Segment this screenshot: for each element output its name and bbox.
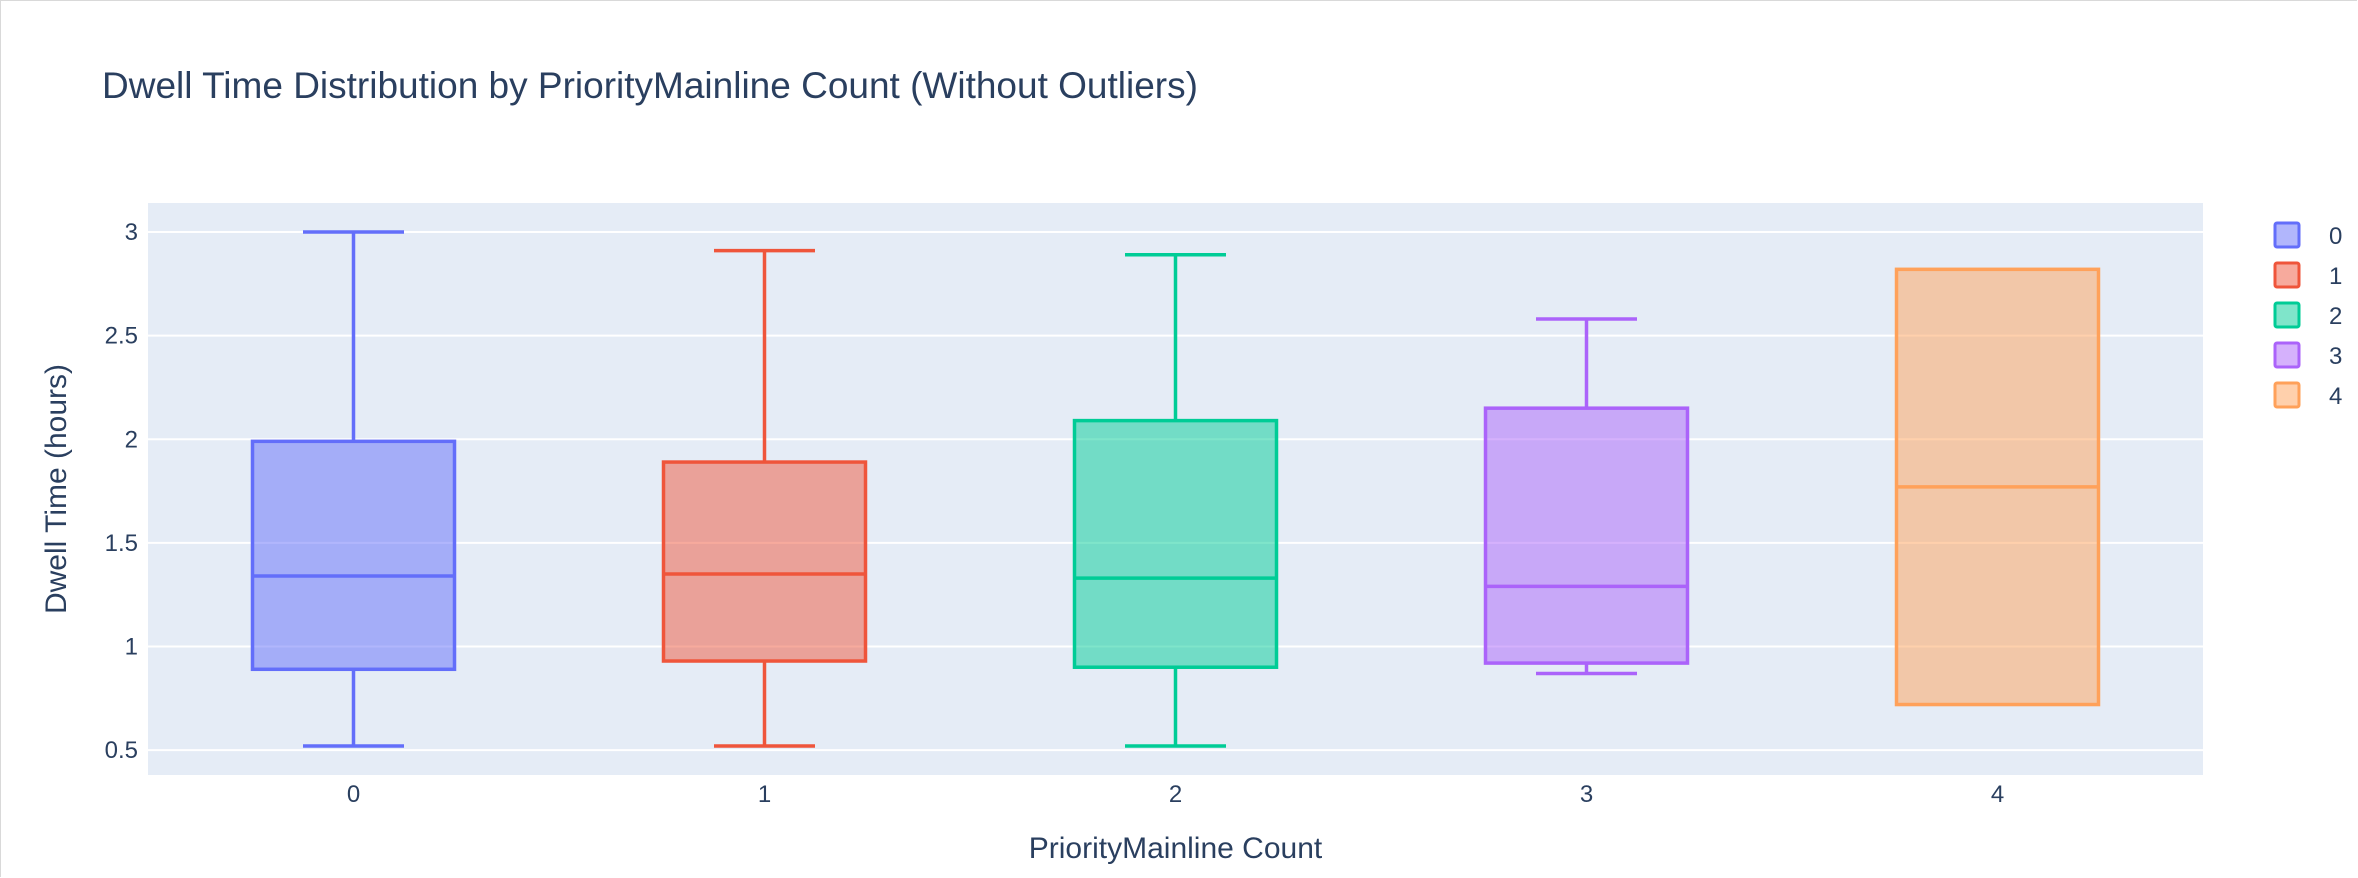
legend-swatch xyxy=(2273,341,2301,369)
x-axis-title: PriorityMainline Count xyxy=(1029,832,1323,865)
x-axis-ticks: 0 1 2 3 4 xyxy=(347,781,2004,808)
iqr-box xyxy=(250,439,457,672)
box-2 xyxy=(1072,253,1279,748)
legend-swatch xyxy=(2273,261,2301,289)
box-0 xyxy=(250,230,457,748)
chart-title: Dwell Time Distribution by PriorityMainl… xyxy=(102,65,1198,106)
y-axis-title: Dwell Time (hours) xyxy=(40,364,73,614)
box-3 xyxy=(1483,317,1690,676)
y-tick-label: 1 xyxy=(125,634,138,661)
legend-item-4[interactable]: 4 xyxy=(2273,381,2342,410)
legend-label: 3 xyxy=(2329,343,2342,370)
y-axis-ticks: 0.5 1 1.5 2 2.5 3 xyxy=(105,219,138,764)
box-4 xyxy=(1894,267,2101,707)
x-tick-label: 4 xyxy=(1991,781,2004,808)
box-1 xyxy=(661,248,868,748)
legend-label: 2 xyxy=(2329,303,2342,330)
x-tick-label: 3 xyxy=(1580,781,1593,808)
legend-item-2[interactable]: 2 xyxy=(2273,301,2342,330)
y-tick-label: 3 xyxy=(125,219,138,246)
legend-label: 1 xyxy=(2329,263,2342,290)
box-series xyxy=(250,230,2101,748)
x-tick-label: 1 xyxy=(758,781,771,808)
y-tick-label: 2.5 xyxy=(105,323,138,350)
iqr-box xyxy=(661,460,868,663)
iqr-box xyxy=(1072,418,1279,669)
legend-swatch xyxy=(2273,381,2301,409)
legend-item-0[interactable]: 0 xyxy=(2273,221,2342,250)
y-tick-label: 2 xyxy=(125,426,138,453)
y-tick-label: 1.5 xyxy=(105,530,138,557)
legend-label: 4 xyxy=(2329,383,2342,410)
legend-swatch xyxy=(2273,221,2301,249)
y-tick-label: 0.5 xyxy=(105,737,138,764)
x-tick-label: 0 xyxy=(347,781,360,808)
legend-item-1[interactable]: 1 xyxy=(2273,261,2342,290)
legend-item-3[interactable]: 3 xyxy=(2273,341,2342,370)
iqr-box xyxy=(1483,406,1690,665)
x-tick-label: 2 xyxy=(1169,781,1182,808)
legend: 0 1 2 3 4 xyxy=(2273,221,2342,410)
legend-label: 0 xyxy=(2329,223,2342,250)
legend-swatch xyxy=(2273,301,2301,329)
